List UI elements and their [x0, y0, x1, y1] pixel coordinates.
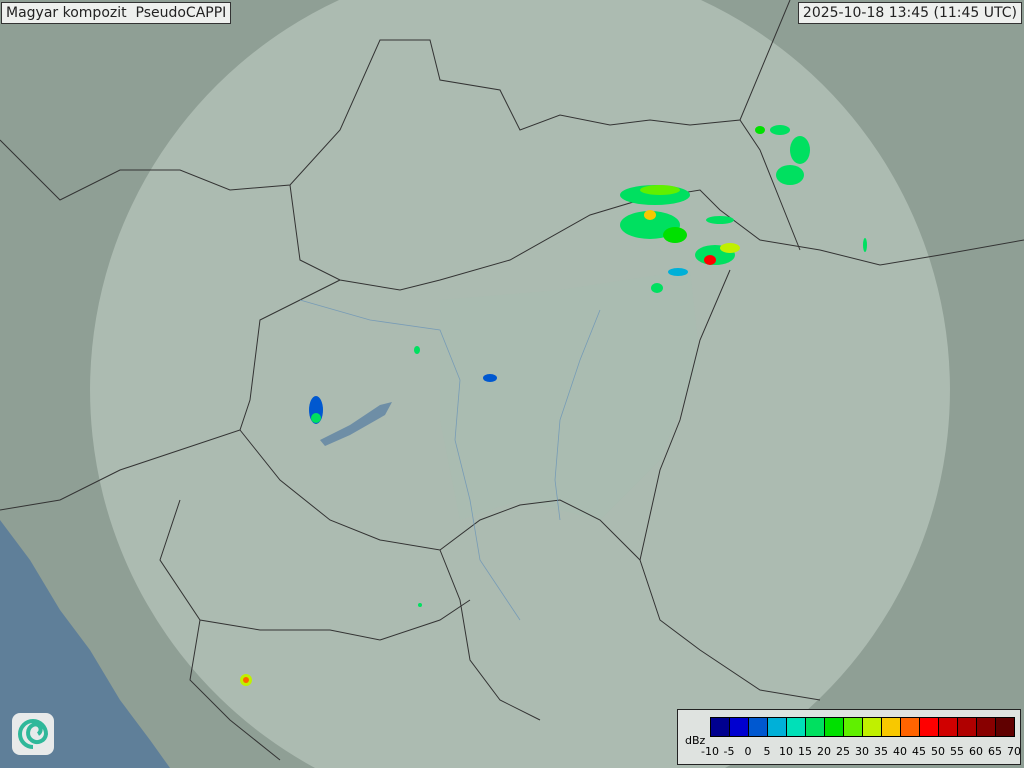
- legend-swatch: [749, 718, 768, 736]
- legend-tick-label: 35: [874, 745, 888, 758]
- legend-tick-label: 40: [893, 745, 907, 758]
- legend-tick-label: 25: [836, 745, 850, 758]
- legend-tick-label: 0: [744, 745, 752, 758]
- swirl-logo-icon: [12, 713, 54, 755]
- legend-swatch: [825, 718, 844, 736]
- legend-swatch: [768, 718, 787, 736]
- legend-unit: dBz: [685, 734, 706, 747]
- legend-swatch: [806, 718, 825, 736]
- legend-tick-label: 45: [912, 745, 926, 758]
- legend-tick-label: 5: [763, 745, 771, 758]
- legend-swatch: [787, 718, 806, 736]
- legend-tick-label: 10: [779, 745, 793, 758]
- legend-tick-label: 20: [817, 745, 831, 758]
- legend-tick-label: 55: [950, 745, 964, 758]
- hungary-plain: [440, 270, 700, 520]
- legend-tick-label: -10: [701, 745, 719, 758]
- legend-swatch: [939, 718, 958, 736]
- legend-swatch: [996, 718, 1014, 736]
- timestamp: 2025-10-18 13:45 (11:45 UTC): [797, 2, 1022, 24]
- legend-tick-label: 65: [988, 745, 1002, 758]
- legend-swatch: [901, 718, 920, 736]
- product-title: Magyar kompozit PseudoCAPPI: [1, 2, 232, 24]
- legend-tick-label: 50: [931, 745, 945, 758]
- legend-tick-label: 70: [1007, 745, 1021, 758]
- legend-swatch: [882, 718, 901, 736]
- legend-swatch: [920, 718, 939, 736]
- legend-tick-label: 30: [855, 745, 869, 758]
- dbz-color-legend: dBz -10 -5 0 5 10 15 20 25 30 35 40 45 50 55 60 65 70: [677, 709, 1021, 765]
- legend-ticks: -10 -5 0 5 10 15 20 25 30 35 40 45 50 55 60 65 70: [700, 745, 1021, 759]
- legend-swatch: [958, 718, 977, 736]
- lake-balaton: [320, 402, 392, 446]
- legend-tick-label: 60: [969, 745, 983, 758]
- legend-swatch: [711, 718, 730, 736]
- legend-tick-label: -5: [723, 745, 735, 758]
- legend-swatch: [863, 718, 882, 736]
- legend-swatch: [730, 718, 749, 736]
- adriatic-sea: [0, 520, 170, 768]
- rivers: [299, 299, 601, 621]
- legend-swatch: [977, 718, 996, 736]
- legend-tick-label: 15: [798, 745, 812, 758]
- color-scale-bar: [710, 717, 1015, 737]
- radar-echoes: [240, 125, 867, 686]
- legend-swatch: [844, 718, 863, 736]
